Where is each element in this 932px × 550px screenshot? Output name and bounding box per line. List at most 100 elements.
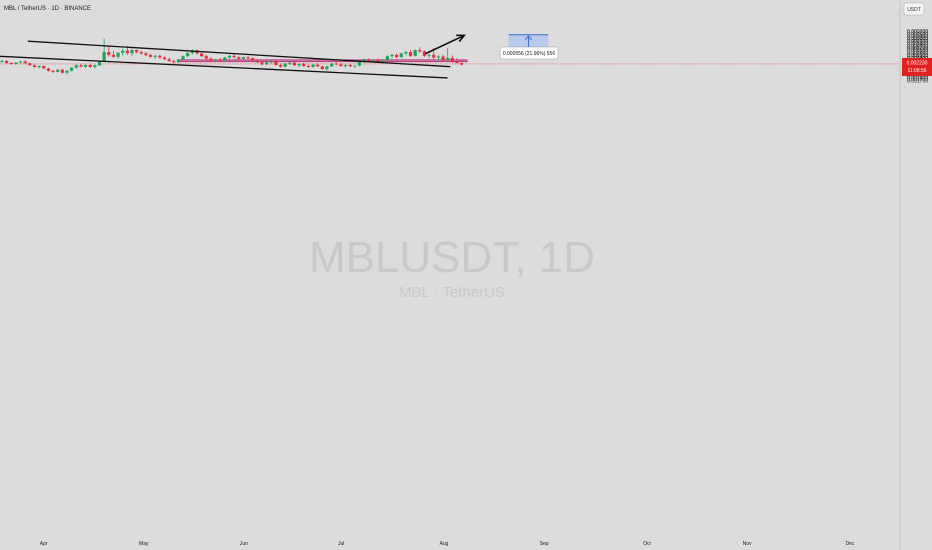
candle-body [385, 56, 389, 61]
candle-body [186, 53, 190, 57]
candle-body [339, 64, 343, 67]
watermark-symbol: MBLUSDT, 1D [309, 233, 595, 282]
price-tick-label: 0.001750 [907, 78, 928, 84]
candle-body [93, 65, 97, 68]
price-tick-label: 0.003100 [907, 32, 928, 38]
candle-body [144, 53, 148, 56]
price-tick-label: 0.003000 [907, 36, 928, 42]
candle-body [23, 61, 27, 64]
candle-body [376, 59, 380, 63]
price-tick-label: 0.002500 [907, 53, 928, 59]
candle-body [130, 50, 134, 54]
candle-body [455, 61, 459, 63]
channel-lower-trendline[interactable] [0, 55, 448, 79]
candle-body [237, 57, 241, 59]
candle-body [251, 58, 255, 61]
candle-body [0, 60, 4, 62]
candle-body [200, 53, 204, 57]
candle-body [5, 60, 9, 63]
price-axis[interactable]: 0.0032000.0031500.0031000.0030500.003000… [907, 29, 928, 84]
candle-body [65, 70, 69, 73]
price-tick-label: 0.003200 [907, 29, 928, 35]
price-tick-label: 0.002700 [907, 46, 928, 52]
candle-body [306, 66, 311, 68]
candle-body [162, 57, 167, 60]
candle-body [167, 59, 171, 61]
candle-body [436, 56, 441, 58]
candle-body [121, 50, 125, 53]
candle-body [37, 66, 41, 68]
candle-body [357, 61, 362, 66]
candle-body [343, 65, 348, 67]
candle-body [88, 65, 92, 68]
unit-badge-text: USDT [907, 7, 921, 13]
candle-body [83, 65, 88, 67]
candle-body [311, 64, 315, 68]
candle-body [255, 60, 259, 63]
candle-body [427, 54, 431, 56]
price-tick-label: 0.003150 [907, 31, 928, 37]
target-range-label: 0.000556 (21.96%) 556 [499, 46, 559, 60]
candle-body [181, 56, 185, 60]
candle-body [176, 59, 181, 63]
candle-body [111, 54, 116, 57]
price-tick-label: 0.003050 [907, 34, 928, 40]
price-tick-label: 0.002800 [907, 43, 928, 49]
price-tick-label: 0.002600 [907, 49, 928, 55]
candle-body [46, 68, 51, 71]
candle-body [56, 69, 60, 72]
candle-body [125, 50, 129, 54]
candle-body [241, 57, 246, 59]
candle-body [404, 52, 408, 54]
candle-body [209, 58, 213, 61]
candle-body [14, 62, 18, 64]
candle-body [232, 55, 236, 58]
target-range-label-text: 0.000556 (21.96%) 556 [503, 51, 555, 57]
candle-body [408, 52, 413, 56]
candle-body [325, 66, 329, 70]
price-tick-label: 0.002650 [907, 48, 928, 54]
candle-body [297, 63, 301, 66]
price-tick-label: 0.002450 [907, 55, 928, 61]
candle-body [288, 62, 292, 64]
candle-body [213, 59, 218, 61]
candle-body [260, 62, 264, 65]
candle-body [399, 53, 403, 58]
candle-body [371, 59, 376, 61]
candle-body [274, 61, 278, 65]
candle-body [283, 63, 287, 67]
candle-body [51, 70, 55, 72]
watermark-name: MBL · TetherUS [399, 284, 505, 301]
candle-body [446, 57, 450, 60]
projection-arrow[interactable] [424, 34, 465, 55]
time-tick-label: Jun [240, 541, 248, 547]
candle-body [223, 57, 227, 61]
candle-body [79, 65, 83, 67]
projection-arrowhead [456, 34, 466, 43]
candle-body [269, 61, 273, 63]
candle-body [135, 50, 139, 53]
channel-upper-trendline[interactable] [27, 40, 451, 68]
candle-body [204, 56, 208, 59]
time-tick-label: Sep [540, 541, 549, 547]
candle-body [246, 57, 250, 59]
time-tick-label: Dec [845, 541, 854, 547]
candle-body [432, 54, 436, 58]
candle-body [18, 61, 23, 63]
current-price-countdown: 11:08:56 [907, 68, 926, 74]
candle-body [381, 60, 385, 63]
candle-body [227, 55, 232, 58]
candle-body [348, 65, 352, 67]
unit-badge[interactable]: USDT [903, 2, 925, 16]
candle-body [413, 50, 417, 56]
candle-body [148, 55, 153, 57]
candle-body [422, 51, 427, 56]
price-tick-label: 0.001900 [907, 73, 928, 79]
time-axis[interactable]: Apr May Jun Jul Aug Sep Oct Nov Dec [40, 541, 855, 547]
candle-body [353, 65, 357, 67]
candle-body [362, 59, 366, 62]
candle-body [158, 55, 162, 58]
candle-body [102, 52, 106, 62]
pair-title: MBL / TetherUS · 1D · BINANCE [4, 6, 91, 12]
